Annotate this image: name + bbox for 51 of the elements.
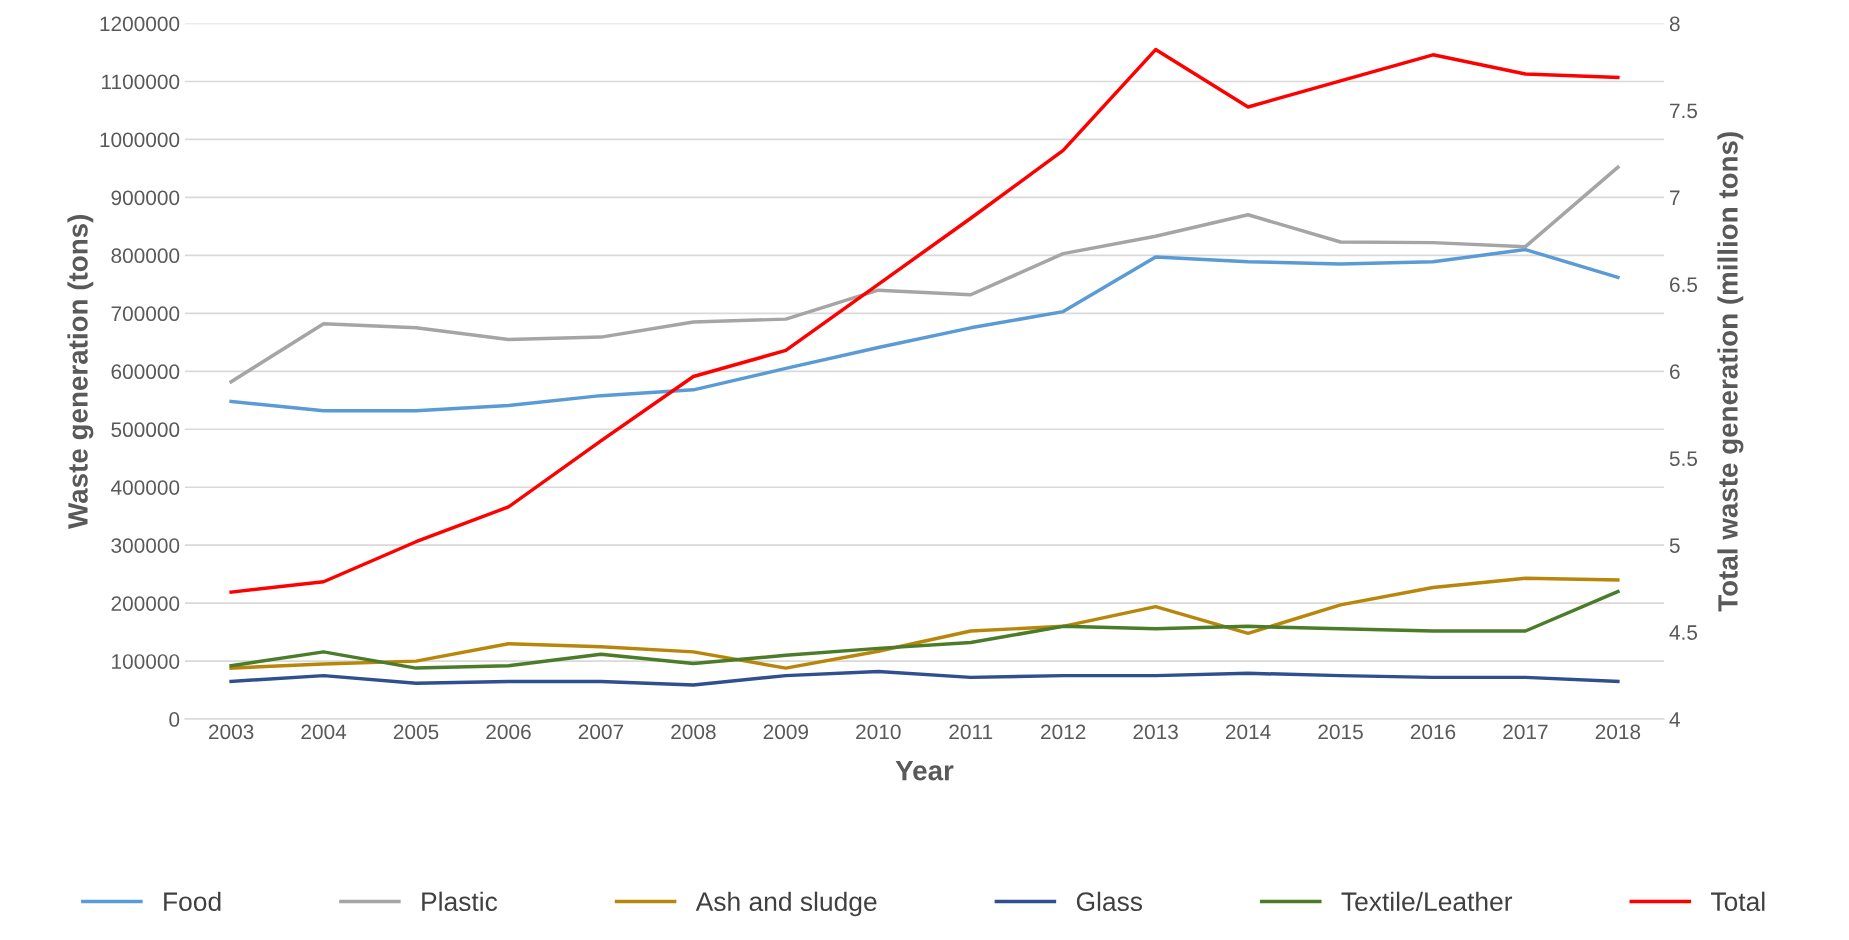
x-tick-label: 2008: [671, 724, 716, 740]
y-tick-label: 500000: [111, 422, 180, 438]
y-tick-label: 600000: [111, 364, 180, 380]
y-tick-label: 800000: [111, 248, 180, 264]
y2-tick-label: 8: [1669, 16, 1680, 32]
x-tick-label: 2017: [1503, 724, 1548, 740]
y-tick-label: 1200000: [100, 16, 180, 32]
x-tick-label: 2012: [1041, 724, 1086, 740]
x-tick-label: 2003: [209, 724, 254, 740]
y-tick-label: 700000: [111, 306, 180, 322]
legend-label: Plastic: [422, 891, 498, 912]
x-tick-label: 2018: [1595, 724, 1641, 740]
legend-label: Textile/Leather: [1341, 891, 1513, 912]
y2-tick-label: 6.5: [1670, 277, 1698, 293]
x-tick-label: 2006: [486, 724, 531, 740]
line-series: [229, 165, 1620, 384]
y2-tick-label: 4: [1669, 712, 1680, 727]
legend-label: Food: [164, 891, 221, 912]
x-tick-label: 2016: [1410, 724, 1456, 740]
y-tick-label: 900000: [111, 190, 180, 206]
legend-label: Total: [1711, 891, 1765, 912]
y2-tick-label: 6: [1670, 364, 1680, 380]
y2-tick-label: 5.5: [1669, 451, 1698, 466]
x-tick-label: 2015: [1318, 724, 1363, 740]
x-tick-label: 2005: [393, 724, 439, 740]
y2-tick-label: 4.5: [1669, 625, 1698, 640]
line-series: [229, 47, 1620, 594]
legend-label: Ash and sludge: [695, 891, 877, 917]
y-tick-label: 100000: [112, 654, 180, 669]
y2-tick-label: 5: [1669, 538, 1680, 553]
y-tick-label: 200000: [111, 596, 180, 611]
legend-label: Glass: [1076, 891, 1143, 912]
y-tick-label: 1100000: [102, 74, 180, 90]
x-tick-label: 2011: [949, 724, 993, 740]
x-tick-label: 2014: [1225, 724, 1271, 740]
x-tick-label: 2010: [856, 724, 901, 740]
y-axis-title: Waste generation (tons): [67, 215, 94, 529]
y-tick-label: 0: [169, 712, 180, 727]
x-tick-label: 2007: [578, 724, 624, 740]
y-tick-label: 1000000: [100, 132, 180, 148]
x-tick-label: 2009: [763, 724, 809, 740]
x-axis-title: Year: [895, 761, 954, 781]
y-tick-label: 300000: [111, 538, 180, 553]
x-tick-label: 2013: [1133, 724, 1178, 740]
y2-tick-label: 7.5: [1670, 103, 1698, 119]
y2-tick-label: 7: [1670, 190, 1680, 205]
x-tick-label: 2004: [301, 724, 347, 740]
y-tick-label: 400000: [111, 480, 180, 495]
line-series: [229, 247, 1620, 413]
line-series: [229, 669, 1620, 687]
y2-axis-title: Total waste generation (million tons): [1717, 132, 1744, 612]
